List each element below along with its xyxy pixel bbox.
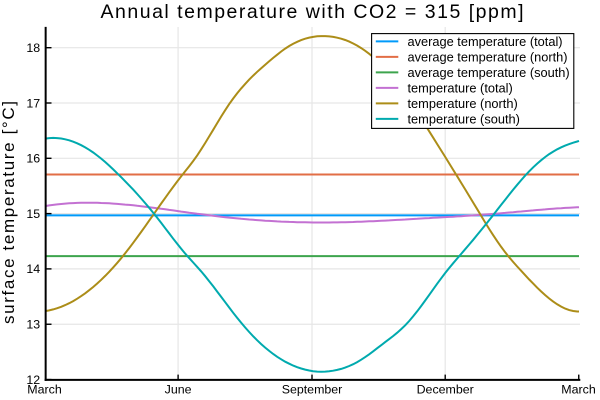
svg-text:surface temperature [°C]: surface temperature [°C] <box>0 101 18 324</box>
svg-text:12: 12 <box>26 373 40 387</box>
svg-text:June: June <box>165 383 192 397</box>
svg-text:September: September <box>282 383 343 397</box>
svg-text:temperature (total): temperature (total) <box>408 80 513 95</box>
svg-text:17: 17 <box>26 96 40 110</box>
svg-text:December: December <box>417 383 474 397</box>
svg-text:18: 18 <box>26 41 40 55</box>
svg-text:March: March <box>27 383 62 397</box>
svg-text:average temperature (north): average temperature (north) <box>408 49 568 64</box>
svg-text:March: March <box>561 383 596 397</box>
svg-text:15: 15 <box>26 207 40 221</box>
svg-text:Annual temperature with CO2 =: Annual temperature with CO2 = 315 [ppm] <box>101 1 524 23</box>
svg-text:average temperature (total): average temperature (total) <box>408 34 563 49</box>
svg-text:13: 13 <box>26 318 40 332</box>
svg-text:14: 14 <box>26 262 40 276</box>
svg-text:temperature (north): temperature (north) <box>408 96 518 111</box>
svg-text:average temperature (south): average temperature (south) <box>408 65 570 80</box>
svg-text:16: 16 <box>26 152 40 166</box>
svg-text:temperature (south): temperature (south) <box>408 111 520 126</box>
